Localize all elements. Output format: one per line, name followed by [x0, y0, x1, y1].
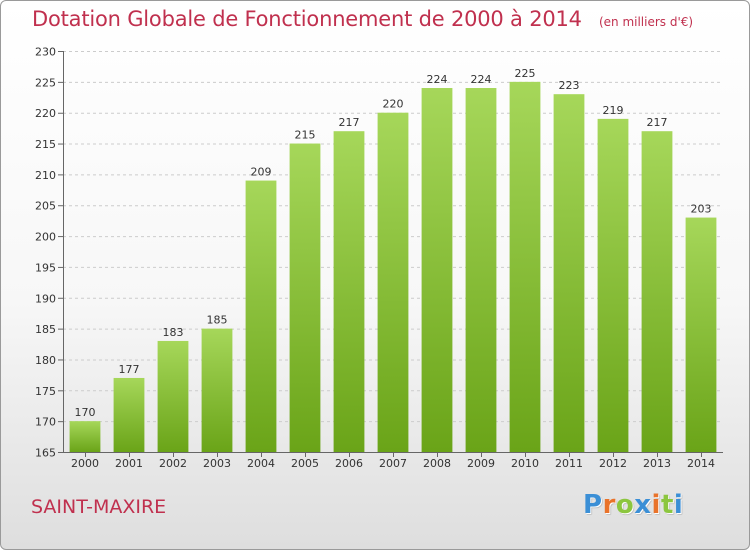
data-label: 224 — [427, 73, 448, 86]
y-tick-label: 175 — [35, 385, 56, 398]
data-label: 223 — [559, 79, 580, 92]
x-tick-label: 2004 — [247, 457, 275, 470]
bar — [641, 131, 673, 452]
x-tick-label: 2002 — [159, 457, 187, 470]
bar — [113, 377, 145, 452]
bar — [333, 131, 365, 452]
chart-subtitle: (en milliers d'€) — [598, 15, 694, 29]
logo-letter: i — [673, 490, 684, 520]
commune-name: SAINT-MAXIRE — [31, 496, 167, 518]
x-tick-label: 2008 — [423, 457, 451, 470]
data-label: 220 — [383, 98, 404, 111]
data-label: 203 — [691, 203, 712, 216]
y-tick-label: 180 — [35, 354, 56, 367]
x-tick-label: 2007 — [379, 457, 407, 470]
x-tick-label: 2001 — [115, 457, 143, 470]
bar — [685, 217, 717, 452]
data-label: 217 — [339, 116, 360, 129]
y-tick-label: 165 — [35, 447, 56, 460]
x-tick-label: 2005 — [291, 457, 319, 470]
y-tick-label: 190 — [35, 292, 56, 305]
x-tick-label: 2013 — [643, 457, 671, 470]
logo-letter: x — [634, 490, 652, 520]
x-tick-label: 2011 — [555, 457, 583, 470]
x-tick-label: 2014 — [687, 457, 715, 470]
y-tick-label: 215 — [35, 138, 56, 151]
x-tick-label: 2000 — [71, 457, 99, 470]
bar — [157, 340, 189, 452]
data-label: 217 — [647, 116, 668, 129]
data-label: 224 — [471, 73, 492, 86]
y-tick-label: 170 — [35, 416, 56, 429]
y-tick-label: 185 — [35, 323, 56, 336]
bar — [289, 143, 321, 453]
bar — [245, 180, 277, 453]
bar — [421, 88, 453, 452]
y-tick-label: 200 — [35, 231, 56, 244]
logo-letter: r — [602, 490, 616, 520]
data-label: 177 — [119, 363, 140, 376]
title-line: Dotation Globale de Fonctionnement de 20… — [32, 7, 693, 31]
x-tick-label: 2010 — [511, 457, 539, 470]
data-label: 183 — [163, 326, 184, 339]
x-tick-label: 2006 — [335, 457, 363, 470]
bar — [377, 112, 409, 452]
x-tick-label: 2012 — [599, 457, 627, 470]
y-tick-label: 210 — [35, 169, 56, 182]
data-label: 225 — [515, 67, 536, 80]
logo-letter: t — [660, 490, 674, 520]
logo-letter: o — [615, 490, 635, 520]
bar — [69, 421, 101, 452]
data-label: 215 — [295, 129, 316, 142]
bar — [201, 328, 233, 452]
logo-letter: i — [651, 490, 661, 520]
proxiti-logo: Proxiti — [583, 490, 683, 520]
x-tick-label: 2009 — [467, 457, 495, 470]
y-tick-label: 230 — [35, 46, 56, 59]
bar — [597, 118, 629, 452]
y-tick-label: 205 — [35, 200, 56, 213]
y-tick-label: 195 — [35, 261, 56, 274]
bar — [509, 81, 541, 452]
y-tick-label: 225 — [35, 76, 56, 89]
logo-letter: P — [583, 490, 603, 520]
bar — [465, 88, 497, 452]
data-label: 170 — [75, 406, 96, 419]
y-tick-label: 220 — [35, 107, 56, 120]
data-label: 219 — [603, 104, 624, 117]
chart-title: Dotation Globale de Fonctionnement de 20… — [32, 7, 582, 31]
bar — [553, 94, 585, 452]
data-label: 209 — [251, 166, 272, 179]
data-label: 185 — [207, 314, 228, 327]
x-tick-label: 2003 — [203, 457, 231, 470]
